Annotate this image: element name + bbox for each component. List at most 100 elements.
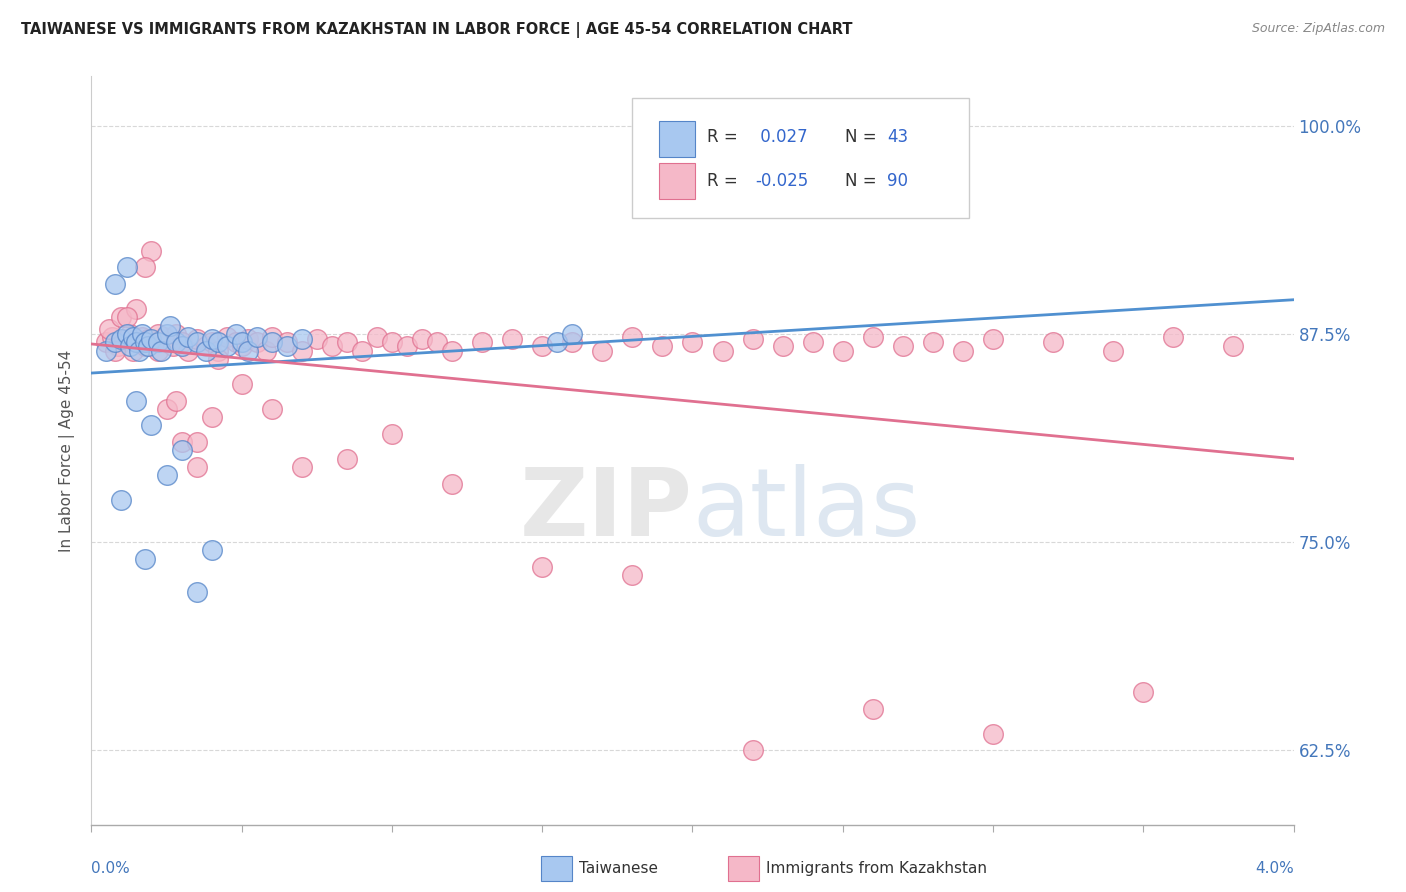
Point bbox=[1222, 338, 1244, 352]
Text: 4.0%: 4.0% bbox=[1254, 861, 1294, 876]
Point bbox=[741, 332, 763, 346]
Bar bbox=[659, 163, 695, 200]
Point bbox=[201, 335, 224, 350]
Point bbox=[531, 560, 554, 574]
Point bbox=[336, 451, 359, 466]
Point bbox=[128, 343, 150, 358]
Point bbox=[96, 343, 118, 358]
Text: -0.025: -0.025 bbox=[755, 172, 808, 190]
Point bbox=[101, 330, 124, 344]
Point bbox=[155, 468, 177, 483]
Point bbox=[165, 326, 187, 341]
Point bbox=[336, 335, 359, 350]
Point bbox=[207, 351, 229, 366]
Point bbox=[621, 330, 644, 344]
Text: 0.0%: 0.0% bbox=[91, 861, 131, 876]
Point bbox=[711, 343, 734, 358]
Point bbox=[276, 338, 298, 352]
Point bbox=[201, 543, 224, 558]
Point bbox=[321, 338, 343, 352]
Point bbox=[152, 330, 174, 344]
Point bbox=[395, 338, 418, 352]
Point bbox=[621, 568, 644, 582]
Point bbox=[170, 443, 193, 458]
Point bbox=[201, 410, 224, 425]
Point bbox=[546, 335, 568, 350]
Point bbox=[260, 330, 283, 344]
Text: TAIWANESE VS IMMIGRANTS FROM KAZAKHSTAN IN LABOR FORCE | AGE 45-54 CORRELATION C: TAIWANESE VS IMMIGRANTS FROM KAZAKHSTAN … bbox=[21, 22, 852, 38]
Text: Taiwanese: Taiwanese bbox=[579, 862, 658, 876]
Point bbox=[120, 338, 142, 352]
Point bbox=[922, 335, 945, 350]
Point bbox=[561, 326, 583, 341]
Text: R =: R = bbox=[707, 172, 742, 190]
Point bbox=[952, 343, 974, 358]
Point bbox=[1132, 685, 1154, 699]
Text: N =: N = bbox=[845, 172, 882, 190]
Point bbox=[291, 332, 314, 346]
Point bbox=[305, 332, 328, 346]
Point bbox=[125, 393, 148, 408]
Point bbox=[207, 335, 229, 350]
Point bbox=[207, 343, 229, 358]
Text: N =: N = bbox=[845, 128, 882, 146]
Point bbox=[426, 335, 449, 350]
Point bbox=[117, 260, 139, 275]
Point bbox=[114, 332, 136, 346]
Point bbox=[741, 743, 763, 757]
Point bbox=[194, 338, 217, 352]
Point bbox=[381, 426, 404, 441]
Point bbox=[186, 332, 208, 346]
Point bbox=[411, 332, 433, 346]
Point bbox=[231, 376, 253, 391]
Text: Immigrants from Kazakhstan: Immigrants from Kazakhstan bbox=[766, 862, 987, 876]
Point bbox=[96, 335, 118, 350]
Point bbox=[186, 335, 208, 350]
Point bbox=[801, 335, 824, 350]
Point bbox=[440, 476, 463, 491]
Point bbox=[291, 343, 314, 358]
Point bbox=[231, 338, 253, 352]
Point bbox=[125, 335, 148, 350]
Point bbox=[186, 585, 208, 599]
Point bbox=[146, 326, 169, 341]
Point bbox=[110, 493, 132, 508]
Point bbox=[134, 338, 156, 352]
Point bbox=[170, 335, 193, 350]
Point bbox=[186, 435, 208, 450]
Point bbox=[366, 330, 388, 344]
Point bbox=[225, 326, 247, 341]
Point bbox=[117, 326, 139, 341]
Point bbox=[981, 726, 1004, 740]
Point bbox=[155, 335, 177, 350]
Point bbox=[155, 326, 177, 341]
Point bbox=[681, 335, 703, 350]
Point bbox=[107, 338, 129, 352]
Point bbox=[201, 332, 224, 346]
Y-axis label: In Labor Force | Age 45-54: In Labor Force | Age 45-54 bbox=[59, 350, 76, 551]
Point bbox=[260, 335, 283, 350]
Text: 0.027: 0.027 bbox=[755, 128, 807, 146]
Point bbox=[236, 332, 259, 346]
Point bbox=[138, 332, 160, 346]
FancyBboxPatch shape bbox=[633, 98, 969, 219]
Point bbox=[159, 318, 181, 333]
Point bbox=[165, 393, 187, 408]
Point bbox=[236, 343, 259, 358]
Point bbox=[128, 335, 150, 350]
Point bbox=[122, 330, 145, 344]
Point bbox=[831, 343, 853, 358]
Point bbox=[194, 343, 217, 358]
Point bbox=[981, 332, 1004, 346]
Point bbox=[231, 335, 253, 350]
Point bbox=[862, 330, 884, 344]
Point bbox=[155, 401, 177, 416]
Point bbox=[170, 435, 193, 450]
Text: atlas: atlas bbox=[692, 465, 921, 557]
Point bbox=[1161, 330, 1184, 344]
Point bbox=[176, 343, 198, 358]
Point bbox=[162, 338, 184, 352]
Point bbox=[276, 335, 298, 350]
Point bbox=[141, 418, 163, 433]
Point bbox=[165, 335, 187, 350]
